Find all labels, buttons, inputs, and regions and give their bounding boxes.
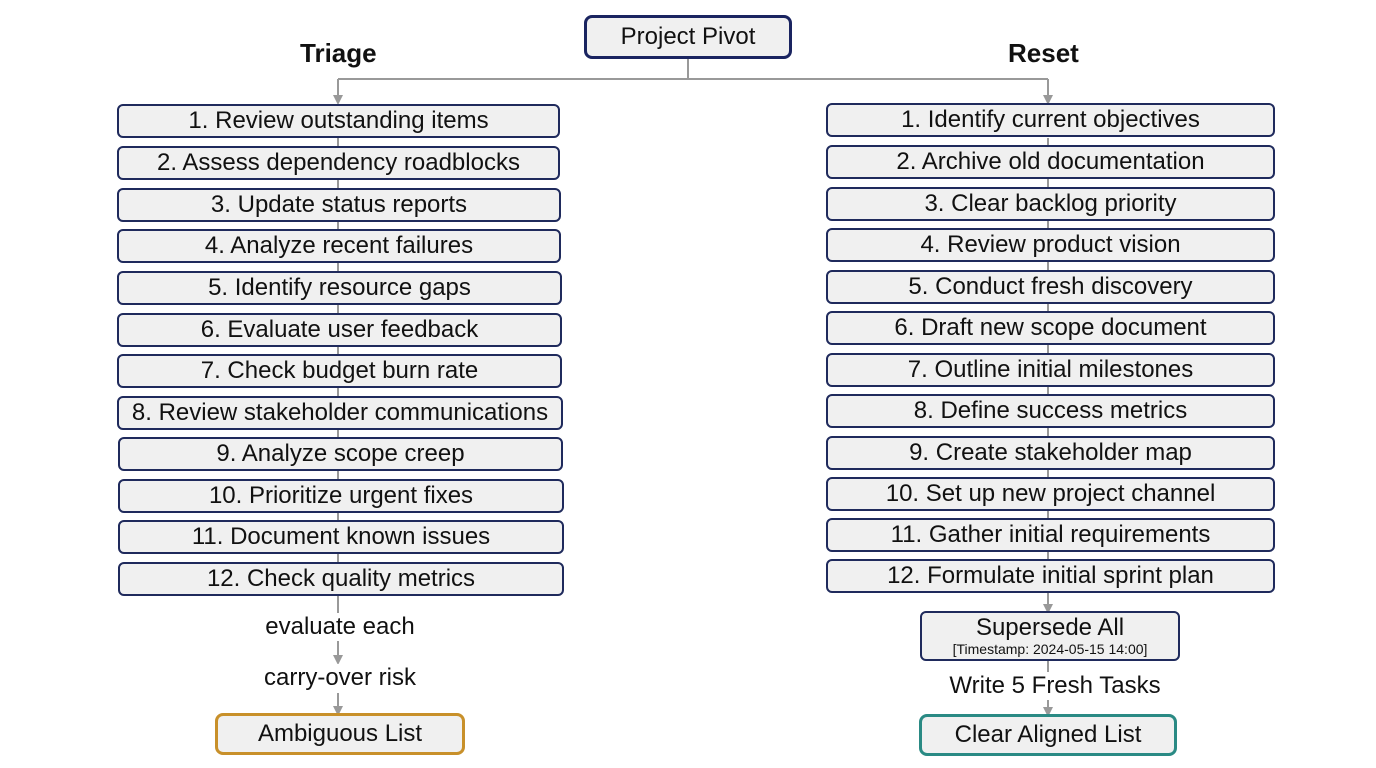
triage-title: Triage bbox=[300, 38, 377, 68]
ambiguous-list-label: Ambiguous List bbox=[257, 720, 423, 747]
triage-step-6: 6. Evaluate user feedback bbox=[117, 313, 562, 347]
triage-step-label: 9. Analyze scope creep bbox=[216, 440, 465, 467]
reset-step-label: 10. Set up new project channel bbox=[885, 480, 1216, 507]
clear-aligned-list-node: Clear Aligned List bbox=[919, 714, 1177, 756]
reset-step-label: 6. Draft new scope document bbox=[894, 314, 1207, 341]
reset-step-9: 9. Create stakeholder map bbox=[826, 436, 1275, 470]
ambiguous-list-node: Ambiguous List bbox=[215, 713, 465, 755]
reset-step-12: 12. Formulate initial sprint plan bbox=[826, 559, 1275, 593]
triage-step-1: 1. Review outstanding items bbox=[117, 104, 560, 138]
reset-title: Reset bbox=[1008, 38, 1079, 68]
reset-step-1: 1. Identify current objectives bbox=[826, 103, 1275, 137]
triage-step-label: 1. Review outstanding items bbox=[188, 107, 489, 134]
triage-step-label: 10. Prioritize urgent fixes bbox=[208, 482, 474, 509]
reset-step-label: 2. Archive old documentation bbox=[896, 148, 1205, 175]
reset-step-6: 6. Draft new scope document bbox=[826, 311, 1275, 345]
supersede-all-node: Supersede All [Timestamp: 2024-05-15 14:… bbox=[920, 611, 1180, 661]
triage-step-label: 11. Document known issues bbox=[191, 523, 491, 550]
triage-step-8: 8. Review stakeholder communications bbox=[117, 396, 563, 430]
evaluate-each-label: evaluate each bbox=[263, 613, 417, 641]
carry-over-risk-label: carry-over risk bbox=[261, 664, 419, 692]
triage-step-label: 7. Check budget burn rate bbox=[200, 357, 479, 384]
triage-step-12: 12. Check quality metrics bbox=[118, 562, 564, 596]
triage-step-10: 10. Prioritize urgent fixes bbox=[118, 479, 564, 513]
reset-step-5: 5. Conduct fresh discovery bbox=[826, 270, 1275, 304]
reset-step-label: 1. Identify current objectives bbox=[901, 106, 1200, 133]
reset-step-label: 11. Gather initial requirements bbox=[890, 521, 1211, 548]
reset-step-label: 9. Create stakeholder map bbox=[909, 439, 1192, 466]
supersede-timestamp: [Timestamp: 2024-05-15 14:00] bbox=[952, 641, 1148, 657]
triage-step-label: 2. Assess dependency roadblocks bbox=[157, 149, 520, 176]
triage-step-3: 3. Update status reports bbox=[117, 188, 561, 222]
triage-step-2: 2. Assess dependency roadblocks bbox=[117, 146, 560, 180]
reset-step-2: 2. Archive old documentation bbox=[826, 145, 1275, 179]
reset-step-11: 11. Gather initial requirements bbox=[826, 518, 1275, 552]
reset-step-3: 3. Clear backlog priority bbox=[826, 187, 1275, 221]
reset-step-label: 8. Define success metrics bbox=[913, 397, 1188, 424]
reset-step-label: 7. Outline initial milestones bbox=[907, 356, 1194, 383]
reset-step-label: 4. Review product vision bbox=[920, 231, 1181, 258]
supersede-all-label: Supersede All bbox=[975, 614, 1125, 641]
triage-step-label: 5. Identify resource gaps bbox=[208, 274, 471, 301]
reset-step-4: 4. Review product vision bbox=[826, 228, 1275, 262]
triage-step-label: 3. Update status reports bbox=[210, 191, 468, 218]
reset-step-label: 5. Conduct fresh discovery bbox=[908, 273, 1193, 300]
triage-step-label: 12. Check quality metrics bbox=[206, 565, 476, 592]
triage-step-7: 7. Check budget burn rate bbox=[117, 354, 562, 388]
triage-step-4: 4. Analyze recent failures bbox=[117, 229, 561, 263]
triage-step-9: 9. Analyze scope creep bbox=[118, 437, 563, 471]
write-fresh-tasks-label: Write 5 Fresh Tasks bbox=[947, 672, 1163, 700]
triage-step-label: 8. Review stakeholder communications bbox=[131, 399, 549, 426]
reset-step-label: 12. Formulate initial sprint plan bbox=[887, 562, 1214, 589]
reset-step-8: 8. Define success metrics bbox=[826, 394, 1275, 428]
clear-aligned-list-label: Clear Aligned List bbox=[954, 721, 1142, 748]
triage-step-label: 6. Evaluate user feedback bbox=[200, 316, 479, 343]
triage-step-5: 5. Identify resource gaps bbox=[117, 271, 562, 305]
triage-step-11: 11. Document known issues bbox=[118, 520, 564, 554]
triage-step-label: 4. Analyze recent failures bbox=[204, 232, 474, 259]
reset-step-label: 3. Clear backlog priority bbox=[924, 190, 1177, 217]
reset-step-7: 7. Outline initial milestones bbox=[826, 353, 1275, 387]
project-pivot-label: Project Pivot bbox=[620, 23, 756, 50]
reset-step-10: 10. Set up new project channel bbox=[826, 477, 1275, 511]
project-pivot-node: Project Pivot bbox=[584, 15, 792, 59]
